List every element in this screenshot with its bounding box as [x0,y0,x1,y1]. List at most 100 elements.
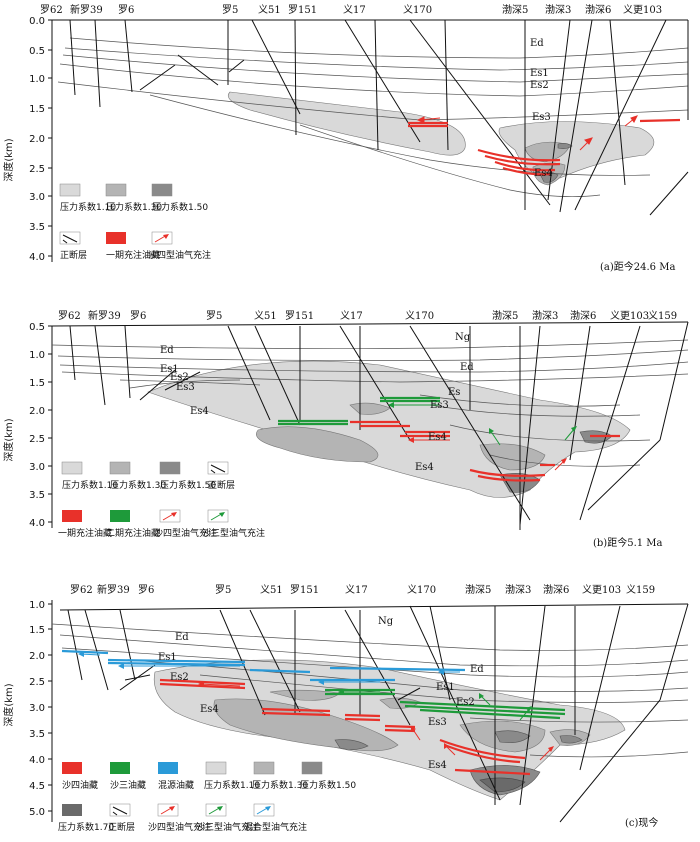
strata-label: Es3 [176,382,195,393]
strata-label: Es3 [428,717,447,728]
panel-b-well-labels: 罗62 新罗39 罗6 罗5 义51 罗151 义17 义170 渤深5 渤深3… [58,309,677,322]
strata-label: Es1 [436,682,455,693]
tick-label: 2.5 [29,677,45,688]
tick-label: 2.0 [29,134,45,145]
tick-label: 3.5 [29,490,45,501]
panel-a-pressure-zones [227,91,655,186]
well-label: 义170 [405,310,434,322]
panel-a-legend: 压力系数1.10 压力系数1.30 压力系数1.50 正断层 一期充注油藏 沙四… [59,183,211,261]
tick-label: 2.0 [29,651,45,662]
well-label: 义159 [648,310,677,322]
panel-a-strata-labels: Ed Es1 Es2 Es3 Es4 [530,38,553,179]
well-label: 新罗39 [88,309,121,322]
well-label: 义更103 [582,584,621,596]
panel-a-oil-reservoirs [408,118,681,176]
strata-label: Ed [530,38,544,49]
well-label: 义170 [403,4,432,16]
tick-label: 3.5 [29,222,45,233]
tick-label: 1.5 [29,378,45,389]
well-label: 渤深5 [492,309,518,322]
panel-b-charge-arrows [388,402,577,471]
legend-label: 沙四型油气充注 [154,527,217,539]
strata-label: Ng [378,616,394,627]
tick-label: 2.0 [29,406,45,417]
well-label: 义51 [260,584,283,596]
well-label: 罗62 [70,584,93,596]
panel-a-well-labels: 罗62 新罗39 罗6 罗5 义51 罗151 义17 义170 渤深5 渤深3… [40,3,662,16]
legend-label: 压力系数1.30 [106,201,162,213]
panel-c-strata-labels: Ng Ed Ed Es1 Es2 Es1 Es2 Es3 Es4 Es4 [158,616,484,771]
strata-label: Ed [175,632,189,643]
panel-a-charge-arrows [416,115,638,151]
strata-label: Es4 [415,462,434,473]
legend-label: 二期充注油藏 [106,527,160,539]
strata-label: Es4 [428,432,447,443]
well-label: 罗62 [40,4,63,16]
legend-label: 压力系数1.10 [204,779,260,791]
panel-b-legend: 压力系数1.10 压力系数1.30 压力系数1.50 正断层 一期充注油藏 二期… [58,461,265,539]
strata-label: Es3 [532,112,551,123]
legend-label: 压力系数1.10 [62,479,118,491]
well-label: 罗5 [206,310,222,322]
strata-label: Es4 [534,168,553,179]
strata-label: Es1 [530,68,549,79]
panel-b-faults [69,321,689,530]
well-label: 义更103 [623,4,662,16]
strata-label: Es4 [190,406,209,417]
legend-label: 沙三型油气充注 [196,821,259,833]
well-label: 罗151 [285,310,314,322]
legend-label: 压力系数1.50 [160,479,216,491]
well-label: 罗6 [118,4,134,16]
panel-c-well-labels: 罗62 新罗39 罗6 罗5 义51 罗151 义17 义170 渤深5 渤深3… [70,583,655,596]
legend-label: 正断层 [108,821,135,833]
strata-label: Es2 [170,672,189,683]
panel-a-strata-lines [57,37,689,197]
legend-label: 正断层 [208,479,235,491]
well-label: 罗151 [288,4,317,16]
tick-label: 1.0 [29,600,45,611]
strata-label: Es4 [200,704,219,715]
well-label: 义51 [258,4,281,16]
well-label: 罗5 [222,4,238,16]
strata-label: Es3 [430,400,449,411]
well-label: 义17 [345,584,368,596]
strata-label: Es1 [158,652,177,663]
tick-label: 1.0 [29,74,45,85]
panel-a-yaxis-label: 深度(km) [2,138,15,181]
strata-label: Es2 [530,80,549,91]
well-label: 渤深3 [532,309,558,322]
panel-c-charge-arrows [78,651,554,761]
strata-label: Ed [160,345,174,356]
legend-label: 压力系数1.50 [152,201,208,213]
well-label: 罗151 [290,584,319,596]
tick-label: 3.0 [29,462,45,473]
strata-label: Es4 [428,760,447,771]
panel-c-strata-lines [51,623,689,758]
tick-label: 4.0 [29,252,45,263]
tick-label: 3.0 [29,703,45,714]
legend-label: 沙四型油气充注 [148,821,211,833]
well-label: 义17 [340,310,363,322]
tick-label: 4.0 [29,755,45,766]
tick-label: 1.0 [29,350,45,361]
tick-label: 4.5 [29,781,45,792]
panel-b-oil-reservoirs [278,396,620,482]
panel-c-ticks: 1.0 1.5 2.0 2.5 3.0 3.5 4.0 4.5 5.0 [29,600,52,818]
well-label: 渤深5 [502,3,528,16]
legend-label: 压力系数1.10 [60,201,116,213]
well-label: 义159 [626,584,655,596]
legend-label: 压力系数1.50 [300,779,356,791]
tick-label: 0.5 [29,322,45,333]
well-label: 渤深6 [585,3,611,16]
well-label: 渤深3 [545,3,571,16]
panel-a: 深度(km) 0.0 0.5 1.0 1.5 2.0 2.5 3.0 3.5 4… [2,3,689,273]
tick-label: 4.0 [29,518,45,529]
legend-label: 正断层 [60,249,87,261]
well-label: 渤深6 [543,583,569,596]
legend-label: 沙三型油气充注 [202,527,265,539]
strata-label: Ed [460,362,474,373]
legend-label: 沙四型油气充注 [148,249,211,261]
well-label: 渤深6 [570,309,596,322]
legend-label: 沙四油藏 [62,779,98,791]
